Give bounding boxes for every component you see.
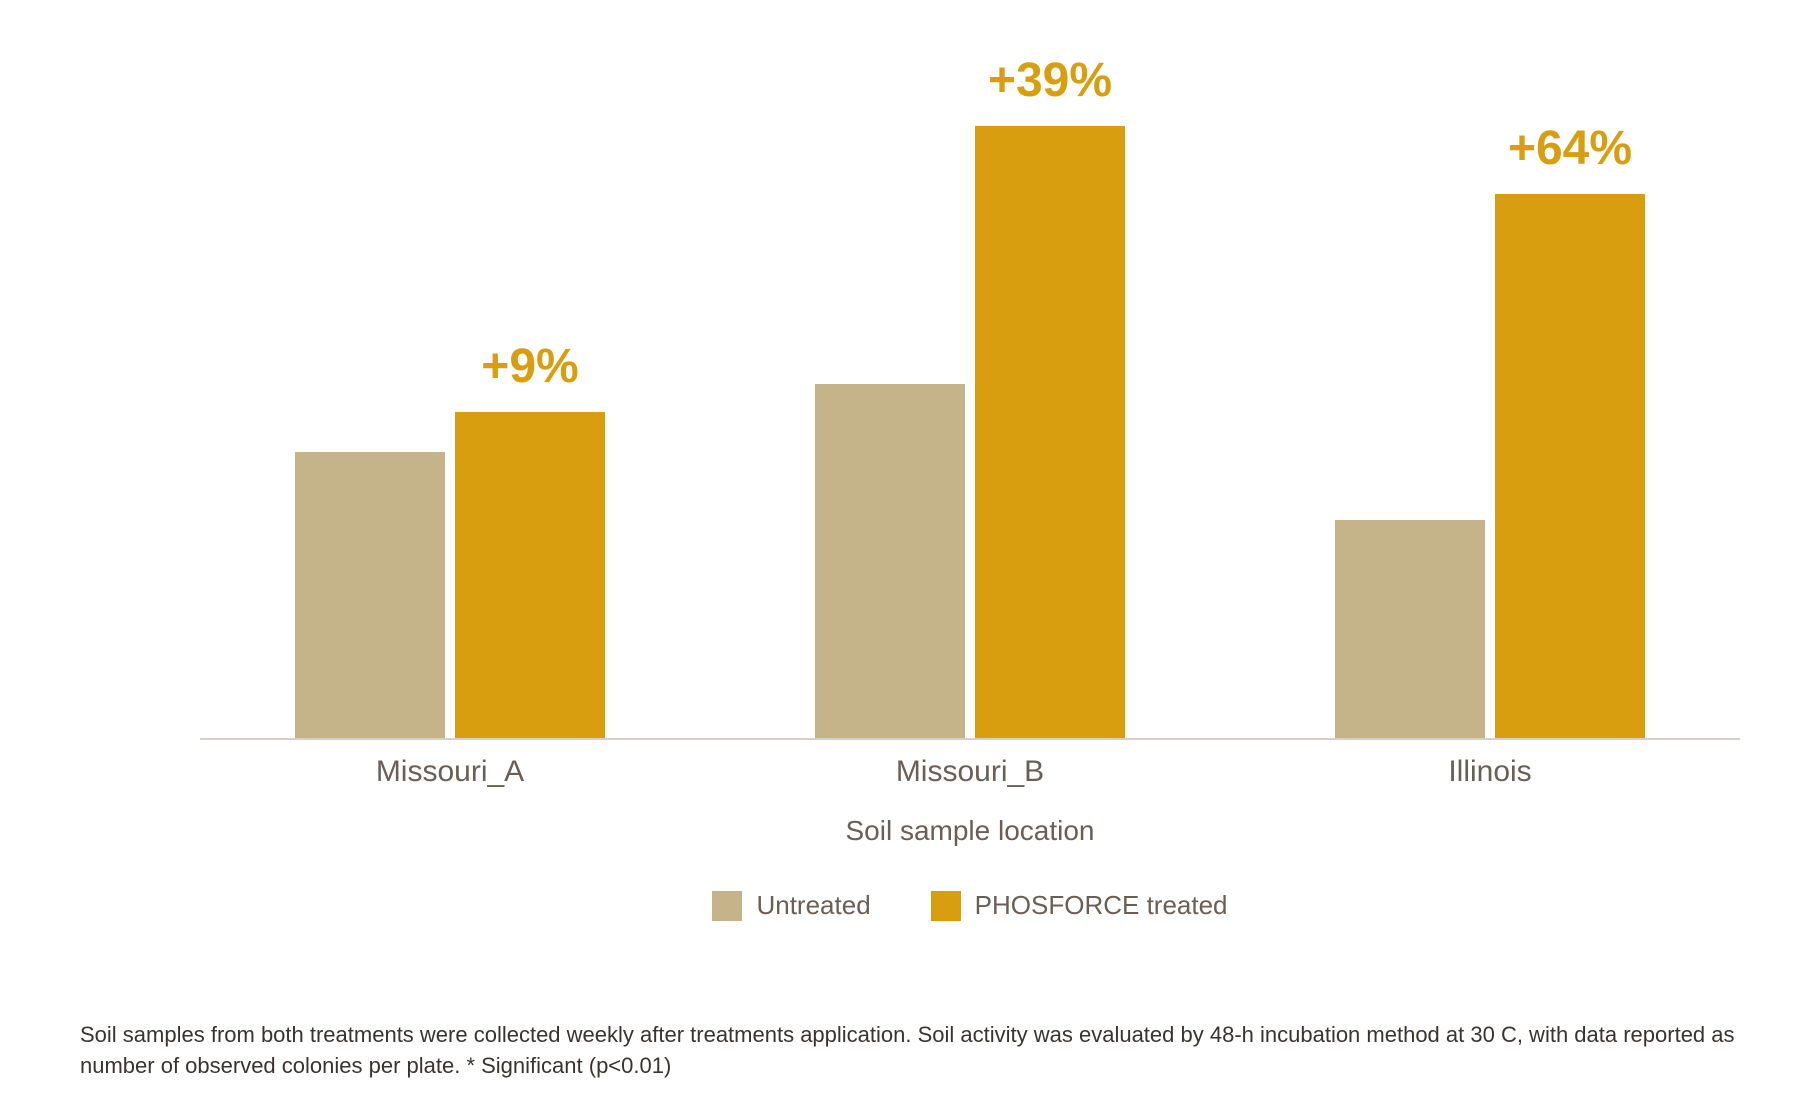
bar-treated bbox=[975, 126, 1125, 738]
delta-label: +9% bbox=[450, 339, 610, 394]
delta-label: +64% bbox=[1490, 121, 1650, 176]
chart-container: 60-Days Accumulative Soil Activity (CFU-… bbox=[80, 60, 1760, 1040]
legend-swatch bbox=[931, 891, 961, 921]
legend-swatch bbox=[712, 891, 742, 921]
legend-label: Untreated bbox=[756, 890, 870, 921]
caption-text: Soil samples from both treatments were c… bbox=[80, 1020, 1780, 1082]
bar-untreated bbox=[815, 384, 965, 738]
x-axis-title: Soil sample location bbox=[200, 815, 1740, 847]
legend-item: Untreated bbox=[712, 890, 870, 921]
plot-area: +9%+39%+64% bbox=[200, 60, 1740, 740]
delta-label: +39% bbox=[970, 53, 1130, 108]
legend-item: PHOSFORCE treated bbox=[931, 890, 1228, 921]
bar-treated bbox=[455, 412, 605, 738]
category-label: Missouri_B bbox=[820, 755, 1120, 789]
bar-untreated bbox=[1335, 520, 1485, 738]
category-label: Illinois bbox=[1340, 755, 1640, 789]
legend-label: PHOSFORCE treated bbox=[975, 890, 1228, 921]
legend: Untreated PHOSFORCE treated bbox=[200, 890, 1740, 926]
bar-untreated bbox=[295, 452, 445, 738]
category-label: Missouri_A bbox=[300, 755, 600, 789]
bar-treated bbox=[1495, 194, 1645, 738]
